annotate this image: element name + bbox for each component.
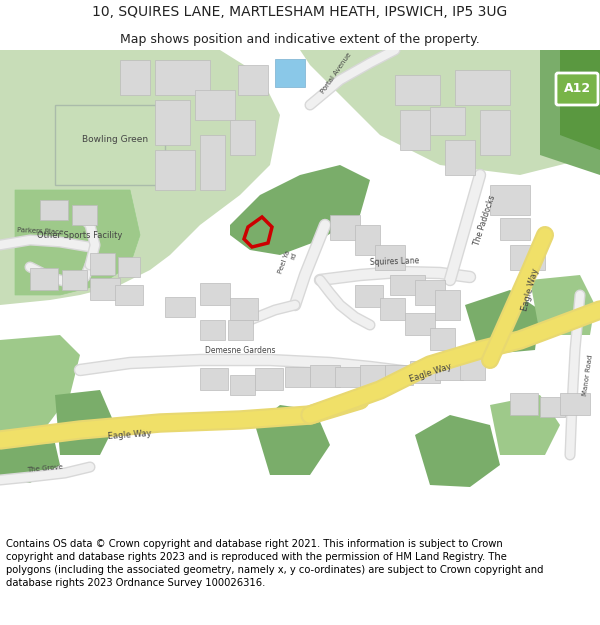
- Polygon shape: [0, 443, 60, 483]
- Bar: [415, 280, 445, 305]
- Bar: [390, 275, 425, 295]
- Text: Eagle Way: Eagle Way: [108, 429, 152, 441]
- Text: The Paddocks: The Paddocks: [472, 194, 497, 246]
- Bar: [275, 59, 305, 87]
- Bar: [255, 368, 283, 390]
- Text: Eagle Way: Eagle Way: [408, 362, 452, 384]
- Bar: [410, 361, 440, 383]
- Bar: [118, 257, 140, 277]
- Bar: [330, 215, 360, 240]
- Bar: [228, 320, 253, 340]
- Polygon shape: [540, 50, 600, 175]
- Bar: [30, 268, 58, 290]
- Bar: [430, 328, 455, 350]
- Bar: [120, 60, 150, 95]
- Bar: [230, 298, 258, 320]
- Bar: [510, 393, 538, 415]
- Text: 10, SQUIRES LANE, MARTLESHAM HEATH, IPSWICH, IP5 3UG: 10, SQUIRES LANE, MARTLESHAM HEATH, IPSW…: [92, 6, 508, 19]
- Bar: [335, 367, 363, 387]
- Bar: [435, 290, 460, 320]
- Bar: [360, 365, 385, 387]
- Bar: [540, 397, 565, 417]
- Polygon shape: [415, 415, 500, 487]
- Polygon shape: [490, 395, 560, 455]
- Bar: [480, 110, 510, 155]
- Bar: [445, 140, 475, 175]
- Text: Demesne Gardens: Demesne Gardens: [205, 346, 275, 355]
- FancyBboxPatch shape: [556, 73, 598, 105]
- Polygon shape: [300, 50, 600, 175]
- Text: Map shows position and indicative extent of the property.: Map shows position and indicative extent…: [120, 32, 480, 46]
- Bar: [355, 225, 380, 255]
- Bar: [40, 200, 68, 220]
- Text: Peel Ya
rd: Peel Ya rd: [278, 249, 298, 276]
- Bar: [155, 100, 190, 145]
- Text: Contains OS data © Crown copyright and database right 2021. This information is : Contains OS data © Crown copyright and d…: [6, 539, 544, 588]
- Polygon shape: [560, 50, 600, 150]
- Bar: [560, 393, 590, 415]
- Text: Parkers Place: Parkers Place: [17, 227, 63, 235]
- Bar: [72, 205, 97, 225]
- Polygon shape: [0, 335, 80, 447]
- Polygon shape: [230, 165, 370, 255]
- Bar: [62, 270, 87, 290]
- Bar: [155, 60, 210, 95]
- Text: A12: A12: [563, 82, 590, 96]
- Text: Other Sports Facility: Other Sports Facility: [37, 231, 122, 239]
- Bar: [510, 245, 545, 270]
- Polygon shape: [255, 405, 330, 475]
- Bar: [405, 313, 435, 335]
- Bar: [380, 298, 405, 320]
- Bar: [395, 75, 440, 105]
- Polygon shape: [465, 290, 540, 355]
- Polygon shape: [0, 50, 280, 305]
- Text: Manor Road: Manor Road: [582, 354, 593, 396]
- Bar: [355, 285, 383, 307]
- Bar: [200, 135, 225, 190]
- Polygon shape: [55, 105, 165, 185]
- Polygon shape: [530, 275, 595, 335]
- Text: Bowling Green: Bowling Green: [82, 136, 148, 144]
- Bar: [230, 375, 255, 395]
- Bar: [115, 285, 143, 305]
- Bar: [238, 65, 268, 95]
- Bar: [230, 120, 255, 155]
- Bar: [375, 245, 405, 270]
- Bar: [500, 218, 530, 240]
- Polygon shape: [55, 390, 115, 455]
- Bar: [200, 320, 225, 340]
- Bar: [430, 107, 465, 135]
- Bar: [90, 253, 115, 275]
- Bar: [200, 283, 230, 305]
- Bar: [400, 110, 430, 150]
- Text: The Grove: The Grove: [27, 464, 63, 473]
- Bar: [385, 365, 413, 385]
- Bar: [285, 367, 310, 387]
- Text: Portal Avenue: Portal Avenue: [319, 51, 352, 94]
- Bar: [155, 150, 195, 190]
- Bar: [310, 365, 340, 387]
- Text: Squires Lane: Squires Lane: [370, 256, 420, 267]
- Bar: [200, 368, 228, 390]
- Bar: [165, 297, 195, 317]
- Bar: [460, 358, 485, 380]
- Polygon shape: [15, 190, 140, 295]
- Bar: [490, 185, 530, 215]
- Bar: [435, 360, 463, 380]
- Bar: [455, 70, 510, 105]
- Bar: [195, 90, 235, 120]
- Text: Eagle Way: Eagle Way: [520, 268, 540, 312]
- Bar: [90, 278, 120, 300]
